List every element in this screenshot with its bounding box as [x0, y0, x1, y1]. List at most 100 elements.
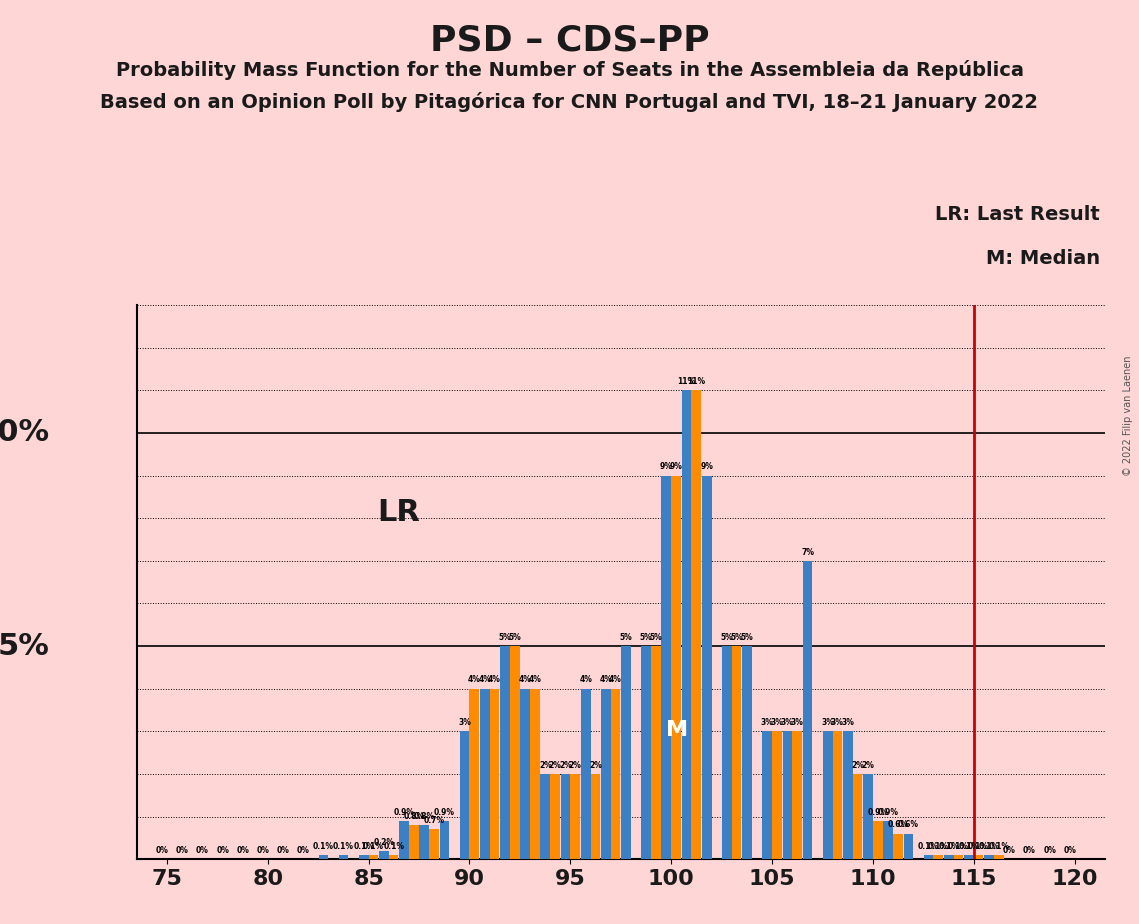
Text: 3%: 3%: [831, 718, 844, 727]
Bar: [933, 855, 943, 859]
Bar: [409, 825, 419, 859]
Bar: [500, 646, 510, 859]
Text: 0%: 0%: [175, 846, 189, 855]
Bar: [641, 646, 652, 859]
Text: 5%: 5%: [640, 633, 653, 642]
Text: LR: Last Result: LR: Last Result: [935, 205, 1100, 225]
Text: LR: LR: [377, 498, 420, 527]
Bar: [731, 646, 741, 859]
Text: 0%: 0%: [1043, 846, 1056, 855]
Bar: [772, 732, 781, 859]
Text: 0.1%: 0.1%: [363, 842, 384, 851]
Bar: [359, 855, 369, 859]
Bar: [762, 732, 772, 859]
Bar: [863, 774, 872, 859]
Text: M: Median: M: Median: [986, 249, 1100, 269]
Text: 0.7%: 0.7%: [424, 816, 444, 825]
Text: 3%: 3%: [458, 718, 472, 727]
Text: © 2022 Filip van Laenen: © 2022 Filip van Laenen: [1123, 356, 1133, 476]
Bar: [782, 732, 793, 859]
Text: 0%: 0%: [196, 846, 208, 855]
Bar: [671, 476, 681, 859]
Bar: [984, 855, 994, 859]
Text: 4%: 4%: [518, 675, 532, 685]
Text: 2%: 2%: [549, 760, 562, 770]
Bar: [722, 646, 731, 859]
Bar: [590, 774, 600, 859]
Bar: [924, 855, 933, 859]
Bar: [994, 855, 1003, 859]
Bar: [743, 646, 752, 859]
Bar: [469, 688, 480, 859]
Bar: [964, 855, 974, 859]
Bar: [581, 688, 590, 859]
Bar: [872, 821, 883, 859]
Text: 4%: 4%: [487, 675, 501, 685]
Bar: [803, 561, 812, 859]
Bar: [388, 855, 399, 859]
Text: 0%: 0%: [256, 846, 270, 855]
Text: 3%: 3%: [790, 718, 803, 727]
Bar: [843, 732, 853, 859]
Bar: [460, 732, 469, 859]
Text: 0.9%: 0.9%: [867, 808, 888, 817]
Bar: [853, 774, 862, 859]
Text: 2%: 2%: [589, 760, 601, 770]
Bar: [884, 821, 893, 859]
Text: 5%: 5%: [499, 633, 511, 642]
Text: 0.1%: 0.1%: [928, 842, 949, 851]
Text: 0.1%: 0.1%: [958, 842, 980, 851]
Bar: [560, 774, 571, 859]
Bar: [400, 821, 409, 859]
Text: 0%: 0%: [277, 846, 289, 855]
Bar: [379, 851, 388, 859]
Text: 4%: 4%: [468, 675, 481, 685]
Bar: [903, 833, 913, 859]
Text: 11%: 11%: [687, 377, 705, 386]
Bar: [662, 476, 671, 859]
Text: 0.1%: 0.1%: [978, 842, 1000, 851]
Text: 0%: 0%: [1023, 846, 1035, 855]
Text: 2%: 2%: [861, 760, 875, 770]
Text: Probability Mass Function for the Number of Seats in the Assembleia da República: Probability Mass Function for the Number…: [115, 60, 1024, 80]
Text: 0.1%: 0.1%: [989, 842, 1009, 851]
Text: 2%: 2%: [539, 760, 551, 770]
Text: 0%: 0%: [1064, 846, 1076, 855]
Bar: [822, 732, 833, 859]
Text: 9%: 9%: [700, 462, 713, 471]
Text: 0.6%: 0.6%: [887, 821, 909, 830]
Text: 4%: 4%: [609, 675, 622, 685]
Text: 9%: 9%: [670, 462, 682, 471]
Text: 4%: 4%: [478, 675, 491, 685]
Text: M: M: [666, 720, 688, 740]
Bar: [440, 821, 449, 859]
Bar: [490, 688, 499, 859]
Text: 4%: 4%: [580, 675, 592, 685]
Bar: [702, 476, 712, 859]
Text: 0%: 0%: [236, 846, 249, 855]
Text: 4%: 4%: [528, 675, 541, 685]
Text: 3%: 3%: [842, 718, 854, 727]
Bar: [541, 774, 550, 859]
Bar: [652, 646, 661, 859]
Text: 0%: 0%: [156, 846, 169, 855]
Bar: [550, 774, 560, 859]
Text: 4%: 4%: [599, 675, 613, 685]
Text: 9%: 9%: [659, 462, 673, 471]
Bar: [510, 646, 519, 859]
Text: 0.9%: 0.9%: [434, 808, 454, 817]
Text: Based on an Opinion Poll by Pitagórica for CNN Portugal and TVI, 18–21 January 2: Based on an Opinion Poll by Pitagórica f…: [100, 92, 1039, 113]
Text: 0.1%: 0.1%: [939, 842, 959, 851]
Text: 2%: 2%: [568, 760, 582, 770]
Bar: [521, 688, 530, 859]
Bar: [793, 732, 802, 859]
Text: 5%: 5%: [0, 632, 50, 661]
Text: 2%: 2%: [851, 760, 865, 770]
Text: 0.6%: 0.6%: [898, 821, 919, 830]
Text: 3%: 3%: [761, 718, 773, 727]
Bar: [338, 855, 349, 859]
Bar: [369, 855, 378, 859]
Text: 0.8%: 0.8%: [403, 812, 425, 821]
Text: 2%: 2%: [559, 760, 572, 770]
Bar: [944, 855, 953, 859]
